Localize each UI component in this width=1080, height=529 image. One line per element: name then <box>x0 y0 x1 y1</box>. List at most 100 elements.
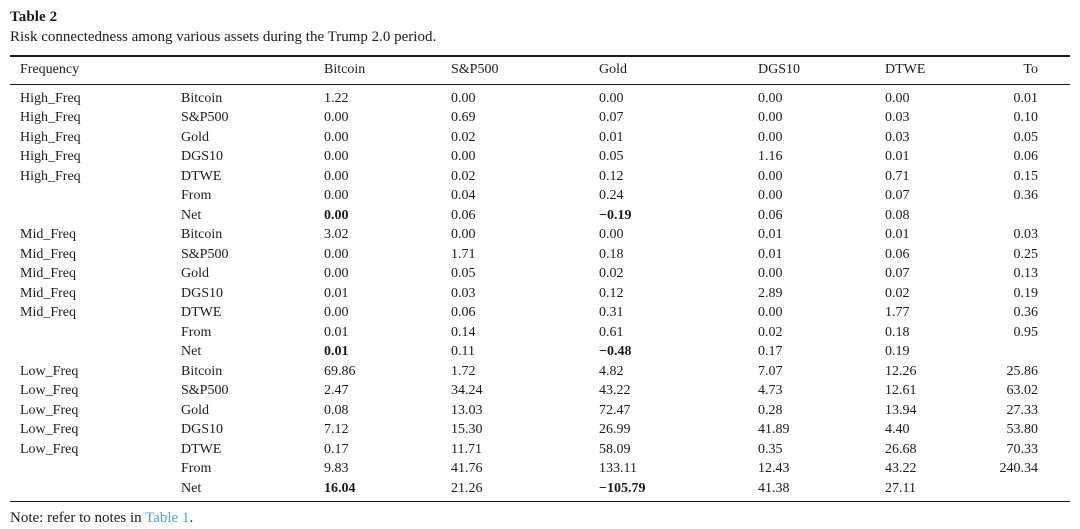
value-cell: 0.06 <box>1013 149 1039 164</box>
asset-cell: Gold <box>181 266 209 281</box>
table-row: Net 0.00 0.06 −0.19 0.06 0.08 <box>10 206 1070 226</box>
value-cell: 1.71 <box>451 246 476 262</box>
frequency-cell: Low_Freq <box>20 402 79 418</box>
value-cell: 12.61 <box>885 383 917 398</box>
value-cell <box>970 206 1070 226</box>
value-cell: 0.03 <box>1013 227 1039 242</box>
value-cell: 0.00 <box>599 227 624 242</box>
value-cell: 43.22 <box>599 383 631 398</box>
note-text: Note: refer to notes in <box>10 510 146 526</box>
value-cell: 0.61 <box>599 324 624 340</box>
value-cell: 0.01 <box>885 227 910 242</box>
asset-cell: From <box>181 324 212 340</box>
frequency-cell: High_Freq <box>20 129 81 145</box>
column-header-gold: Gold <box>599 56 758 85</box>
value-cell: 2.47 <box>324 383 349 398</box>
value-cell: 0.00 <box>758 266 783 281</box>
table-row: Low_Freq DGS10 7.12 15.30 26.99 41.89 4.40 53.8… <box>10 420 1070 440</box>
value-cell: 0.07 <box>885 188 910 203</box>
value-cell: 0.02 <box>599 266 624 281</box>
value-cell: 0.06 <box>885 246 910 262</box>
value-cell: 0.00 <box>758 168 783 184</box>
value-cell: 0.07 <box>885 266 910 281</box>
value-cell: 41.89 <box>758 422 790 437</box>
table-row: High_Freq Bitcoin 1.22 0.00 0.00 0.00 0.00 0.01 <box>10 84 1070 108</box>
asset-cell: Bitcoin <box>181 363 223 379</box>
frequency-cell <box>10 479 181 502</box>
asset-cell: From <box>181 461 212 476</box>
value-cell: 133.11 <box>599 461 637 476</box>
value-cell: 1.16 <box>758 149 783 164</box>
value-cell: 0.00 <box>324 188 349 203</box>
table-row: Net 16.04 21.26 −105.79 41.38 27.11 <box>10 479 1070 502</box>
value-cell: 0.05 <box>451 266 476 281</box>
table-row: High_Freq S&P500 0.00 0.69 0.07 0.00 0.03 0.10 <box>10 108 1070 128</box>
value-cell: 0.14 <box>451 324 476 340</box>
table1-link[interactable]: Table 1 <box>145 510 190 526</box>
value-cell: 0.08 <box>324 402 349 418</box>
asset-cell: DGS10 <box>181 285 224 301</box>
value-cell: 0.71 <box>885 168 910 184</box>
table-row: High_Freq Gold 0.00 0.02 0.01 0.00 0.03 0.05 <box>10 128 1070 148</box>
value-cell: 0.01 <box>885 149 910 164</box>
asset-cell: Net <box>181 480 202 496</box>
table-row: Mid_Freq Bitcoin 3.02 0.00 0.00 0.01 0.01 0.03 <box>10 225 1070 245</box>
value-cell: 0.00 <box>324 305 349 320</box>
value-cell: 0.00 <box>599 90 624 106</box>
value-cell: 41.38 <box>758 480 790 496</box>
risk-connectedness-table: Frequency Bitcoin S&P500 Gold DGS10 DTWE… <box>10 55 1070 502</box>
column-header-to: To <box>970 56 1070 85</box>
value-cell: 0.18 <box>885 324 910 340</box>
value-cell: 0.95 <box>1013 324 1039 340</box>
value-cell: 0.11 <box>451 344 475 359</box>
value-cell: 12.43 <box>758 461 790 476</box>
value-cell: 0.00 <box>324 246 349 262</box>
value-cell: 0.35 <box>758 441 783 457</box>
table-row: Mid_Freq DGS10 0.01 0.03 0.12 2.89 0.02 0.19 <box>10 284 1070 304</box>
value-cell: 0.18 <box>599 246 624 262</box>
value-cell: 7.07 <box>758 363 783 379</box>
value-cell: 0.04 <box>451 188 476 203</box>
value-cell: 41.76 <box>451 461 483 476</box>
column-header-sp500: S&P500 <box>451 56 599 85</box>
value-cell: 2.89 <box>758 285 783 301</box>
value-cell: 0.06 <box>451 305 476 320</box>
value-cell: 1.72 <box>451 363 476 379</box>
value-cell: −105.79 <box>599 480 646 496</box>
table-row: Low_Freq S&P500 2.47 34.24 43.22 4.73 12.61 63.… <box>10 381 1070 401</box>
value-cell: 0.02 <box>758 324 783 340</box>
value-cell: 0.17 <box>324 441 349 457</box>
asset-cell: Bitcoin <box>181 227 223 242</box>
value-cell: 0.00 <box>324 207 349 223</box>
value-cell: 0.06 <box>758 207 783 223</box>
table-row: Mid_Freq Gold 0.00 0.05 0.02 0.00 0.07 0.13 <box>10 264 1070 284</box>
value-cell: 9.83 <box>324 461 349 476</box>
value-cell: 0.03 <box>885 110 910 125</box>
value-cell: 4.73 <box>758 383 783 398</box>
value-cell: 4.82 <box>599 363 624 379</box>
value-cell: 0.03 <box>885 129 910 145</box>
value-cell: 25.86 <box>1006 363 1039 379</box>
value-cell: 43.22 <box>885 461 917 476</box>
value-cell: 0.00 <box>324 129 349 145</box>
asset-cell: DGS10 <box>181 149 224 164</box>
risk-table-body: High_Freq Bitcoin 1.22 0.00 0.00 0.00 0.00 0.01… <box>10 84 1070 502</box>
value-cell: 0.00 <box>758 188 783 203</box>
value-cell: 240.34 <box>999 461 1039 476</box>
frequency-cell: Low_Freq <box>20 363 79 379</box>
asset-cell: S&P500 <box>181 110 229 125</box>
asset-cell: DTWE <box>181 441 222 457</box>
value-cell: 70.33 <box>1006 441 1039 457</box>
value-cell: 0.12 <box>599 285 624 301</box>
asset-cell: Gold <box>181 402 209 418</box>
table-row: Low_Freq DTWE 0.17 11.71 58.09 0.35 26.68 70.33 <box>10 440 1070 460</box>
value-cell: 0.02 <box>451 129 476 145</box>
value-cell: 0.01 <box>758 227 783 242</box>
value-cell: 0.13 <box>1013 266 1039 281</box>
value-cell: 13.03 <box>451 402 483 418</box>
column-header-frequency: Frequency <box>10 56 181 85</box>
value-cell: 0.01 <box>324 324 349 340</box>
value-cell: 72.47 <box>599 402 631 418</box>
value-cell: 0.12 <box>599 168 624 184</box>
